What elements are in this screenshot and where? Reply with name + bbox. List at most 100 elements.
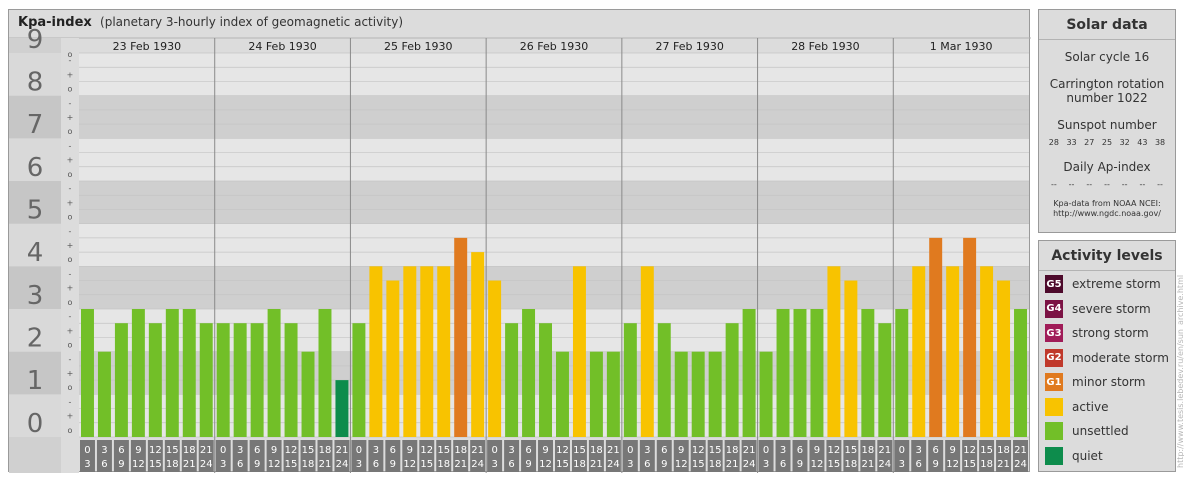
interval-start-label: 6	[933, 445, 939, 456]
interval-label-box	[707, 440, 723, 472]
y-subtick-label: +	[67, 156, 74, 165]
kp-bar	[471, 252, 485, 437]
day-label: 27 Feb 1930	[655, 40, 723, 53]
ap-value: --	[1121, 180, 1128, 189]
day-label: 23 Feb 1930	[113, 40, 181, 53]
interval-end-label: 3	[84, 459, 90, 470]
kp-bar	[216, 323, 230, 437]
y-subtick-label: -	[69, 99, 72, 108]
interval-start-label: 18	[861, 445, 874, 456]
kp-bar	[963, 237, 977, 437]
interval-start-label: 21	[471, 445, 484, 456]
level-band	[79, 53, 1029, 96]
legend-row: G4 severe storm	[1045, 299, 1151, 319]
interval-label-box	[181, 440, 197, 472]
solar-data-panel: Solar data Solar cycle 16 Carrington rot…	[1038, 9, 1176, 233]
interval-label-box	[300, 440, 316, 472]
interval-label-box	[113, 440, 129, 472]
interval-end-label: 3	[763, 459, 769, 470]
interval-label-box	[249, 440, 265, 472]
interval-label-box	[198, 440, 214, 472]
y-label-band	[9, 266, 61, 309]
interval-start-label: 18	[997, 445, 1010, 456]
interval-end-label: 18	[980, 459, 993, 470]
kp-bar	[301, 351, 315, 437]
interval-start-label: 21	[743, 445, 756, 456]
interval-label-box	[80, 440, 95, 472]
interval-label-box	[622, 440, 638, 472]
interval-start-label: 15	[980, 445, 993, 456]
interval-end-label: 18	[437, 459, 450, 470]
interval-start-label: 12	[285, 445, 298, 456]
legend-label: moderate storm	[1072, 350, 1169, 365]
ap-value: --	[1068, 180, 1075, 189]
interval-end-label: 6	[780, 459, 786, 470]
interval-label-box	[690, 440, 706, 472]
interval-start-label: 15	[166, 445, 179, 456]
kp-bar	[810, 309, 824, 437]
source-url-watermark: http://www.tesis.lebedev.ru/en/sun_archi…	[1176, 274, 1184, 468]
interval-end-label: 21	[726, 459, 739, 470]
activity-levels-panel: Activity levels G5 extreme storm G4 severe …	[1038, 240, 1176, 472]
interval-label-box	[504, 440, 520, 472]
interval-start-label: 6	[118, 445, 124, 456]
legend-label: severe storm	[1072, 301, 1151, 316]
interval-start-label: 12	[556, 445, 569, 456]
interval-start-label: 18	[183, 445, 196, 456]
interval-label-box	[911, 440, 927, 472]
interval-end-label: 12	[946, 459, 959, 470]
interval-label-box	[453, 440, 469, 472]
interval-end-label: 15	[828, 459, 841, 470]
interval-start-label: 3	[780, 445, 786, 456]
interval-label-box	[571, 440, 587, 472]
interval-label-box	[317, 440, 333, 472]
kp-bar	[250, 323, 264, 437]
interval-label-box	[758, 440, 774, 472]
interval-label-box	[283, 440, 299, 472]
kp-bar	[556, 351, 569, 437]
interval-label-box	[962, 440, 978, 472]
interval-label-box	[436, 440, 452, 472]
kp-bar	[895, 309, 909, 437]
interval-start-label: 6	[525, 445, 531, 456]
interval-start-label: 9	[135, 445, 141, 456]
interval-label-box	[555, 440, 570, 472]
interval-label-box	[979, 440, 995, 472]
interval-label-box	[843, 440, 859, 472]
interval-end-label: 18	[845, 459, 858, 470]
y-label-band	[9, 181, 61, 224]
y-subtick-column	[61, 38, 79, 473]
interval-start-label: 21	[336, 445, 349, 456]
sunspot-value: 43	[1137, 138, 1148, 147]
y-subtick-label: +	[67, 369, 74, 378]
interval-label-box	[266, 440, 282, 472]
interval-label-box	[96, 440, 112, 472]
interval-label-box	[741, 440, 757, 472]
y-label-band	[9, 53, 61, 96]
data-credit: Kpa-data from NOAA NCEI: http://www.ngdc…	[1039, 199, 1175, 219]
interval-end-label: 21	[590, 459, 603, 470]
day-label: 26 Feb 1930	[520, 40, 588, 53]
kp-bar	[267, 309, 281, 437]
kp-bar	[1014, 309, 1027, 437]
y-subtick-label: -	[69, 269, 72, 278]
kp-bar	[81, 309, 94, 437]
y-tick-label: 9	[27, 25, 44, 55]
interval-start-label: 12	[963, 445, 976, 456]
y-tick-label: 6	[27, 153, 44, 183]
interval-label-box	[538, 440, 553, 472]
interval-end-label: 21	[319, 459, 332, 470]
interval-label-box	[673, 440, 689, 472]
y-label-band	[9, 309, 61, 352]
interval-start-label: 6	[797, 445, 803, 456]
y-subtick-label: -	[69, 355, 72, 364]
interval-start-label: 3	[101, 445, 107, 456]
y-label-band	[9, 95, 61, 139]
y-subtick-label: -	[69, 184, 72, 193]
interval-label-box	[945, 440, 961, 472]
legend-swatch: G1	[1045, 373, 1063, 391]
kp-bar	[657, 323, 671, 437]
sunspot-value: 27	[1084, 138, 1095, 147]
credit-line-2: http://www.ngdc.noaa.gov/	[1053, 209, 1161, 218]
kp-bar	[776, 309, 790, 437]
